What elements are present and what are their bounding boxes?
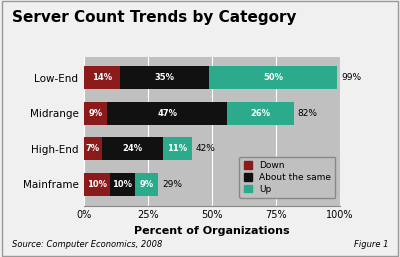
Text: 42%: 42%: [195, 144, 215, 153]
Text: 99%: 99%: [341, 73, 362, 82]
Legend: Down, About the same, Up: Down, About the same, Up: [239, 157, 336, 198]
Text: 82%: 82%: [298, 109, 318, 118]
Text: 9%: 9%: [140, 180, 154, 189]
Bar: [135, 173, 158, 196]
Bar: [84, 66, 120, 89]
Text: 10%: 10%: [87, 180, 107, 189]
Text: Server Count Trends by Category: Server Count Trends by Category: [12, 10, 296, 25]
Text: 50%: 50%: [264, 73, 284, 82]
Text: 14%: 14%: [92, 73, 112, 82]
Text: 47%: 47%: [157, 109, 177, 118]
Bar: [110, 173, 135, 196]
Text: 11%: 11%: [167, 144, 188, 153]
Text: 9%: 9%: [88, 109, 102, 118]
Text: 35%: 35%: [155, 73, 175, 82]
Text: Figure 1: Figure 1: [354, 240, 388, 249]
Bar: [84, 173, 110, 196]
Bar: [84, 102, 107, 125]
Text: 26%: 26%: [250, 109, 271, 118]
Text: 10%: 10%: [112, 180, 132, 189]
Bar: [102, 137, 163, 160]
Bar: [210, 66, 338, 89]
Text: 24%: 24%: [122, 144, 143, 153]
Text: 29%: 29%: [162, 180, 182, 189]
Bar: [84, 137, 102, 160]
Text: Source: Computer Economics, 2008: Source: Computer Economics, 2008: [12, 240, 162, 249]
Bar: [163, 137, 192, 160]
Bar: [227, 102, 294, 125]
X-axis label: Percent of Organizations: Percent of Organizations: [134, 226, 290, 236]
Bar: [107, 102, 227, 125]
Text: 7%: 7%: [86, 144, 100, 153]
Bar: [120, 66, 210, 89]
